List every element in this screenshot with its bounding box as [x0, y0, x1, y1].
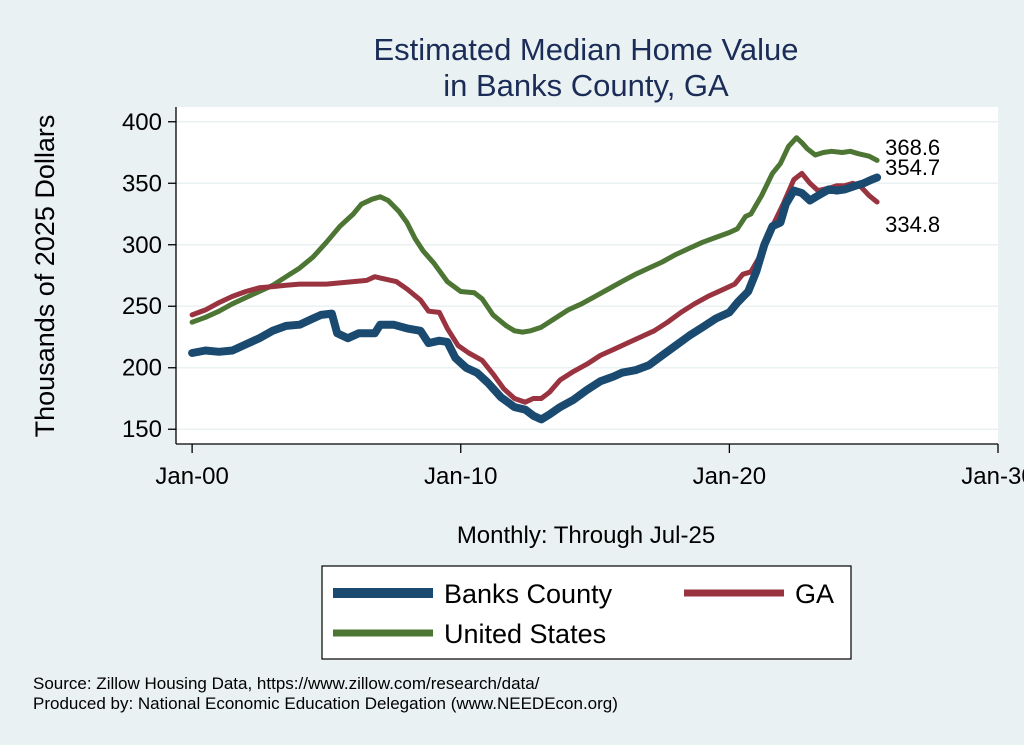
legend-box	[321, 565, 852, 660]
end-label-banks-county: 354.7	[885, 155, 940, 180]
x-tick-label: Jan-20	[693, 463, 766, 490]
series-lines	[188, 135, 882, 424]
x-tick-label: Jan-00	[155, 463, 228, 490]
x-tick-label: Jan-30	[961, 463, 1024, 490]
series-line-united-states	[189, 135, 880, 335]
gridlines	[176, 121, 998, 430]
series-line-banks-county	[188, 173, 882, 424]
x-axis: Jan-00 Jan-10 Jan-20 Jan-30	[155, 443, 1024, 490]
series-line-ga	[189, 170, 880, 405]
y-tick-label: 350	[122, 170, 162, 197]
legend-label-united-states: United States	[444, 619, 606, 649]
chart-title-line-2: in Banks County, GA	[443, 68, 729, 103]
legend: Banks County GA United States	[321, 565, 852, 660]
end-label-ga: 334.8	[885, 212, 940, 237]
y-tick-label: 150	[122, 416, 162, 443]
chart-title-line-1: Estimated Median Home Value	[373, 32, 798, 67]
y-tick-label: 400	[122, 109, 162, 136]
end-label-united-states: 368.6	[885, 135, 940, 160]
y-axis-title: Thousands of 2025 Dollars	[30, 115, 60, 438]
y-tick-label: 300	[122, 232, 162, 259]
y-axis: 150 200 250 300 350 400	[122, 107, 177, 444]
source-note: Source: Zillow Housing Data, https://www…	[33, 674, 540, 693]
y-tick-label: 200	[122, 355, 162, 382]
legend-label-banks-county: Banks County	[444, 579, 613, 609]
x-tick-label: Jan-10	[424, 463, 497, 490]
end-labels: 354.7 334.8 368.6	[885, 135, 940, 237]
produced-by-note: Produced by: National Economic Education…	[33, 694, 618, 713]
legend-label-ga: GA	[795, 579, 834, 609]
y-tick-label: 250	[122, 293, 162, 320]
x-axis-title: Monthly: Through Jul-25	[457, 522, 715, 549]
